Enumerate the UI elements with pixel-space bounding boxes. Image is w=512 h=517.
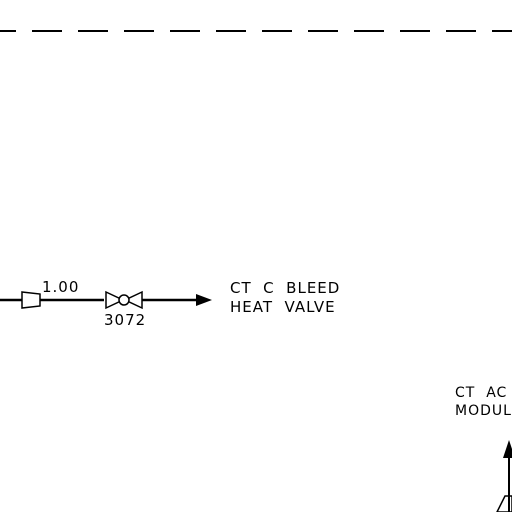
valve-symbol: [105, 290, 143, 310]
vertical-arrowhead: [503, 440, 512, 458]
partial-label-line1: CT AC: [455, 385, 508, 401]
pipe-size-label: 1.00: [42, 278, 80, 296]
destination-label-line1: CT C BLEED: [230, 279, 341, 297]
destination-label-line2: HEAT VALVE: [230, 298, 336, 316]
partial-label-line2: MODUL: [455, 403, 512, 419]
flow-arrowhead: [196, 294, 212, 306]
reducer-symbol: [21, 291, 41, 309]
valve-tag-label: 3072: [104, 311, 147, 329]
